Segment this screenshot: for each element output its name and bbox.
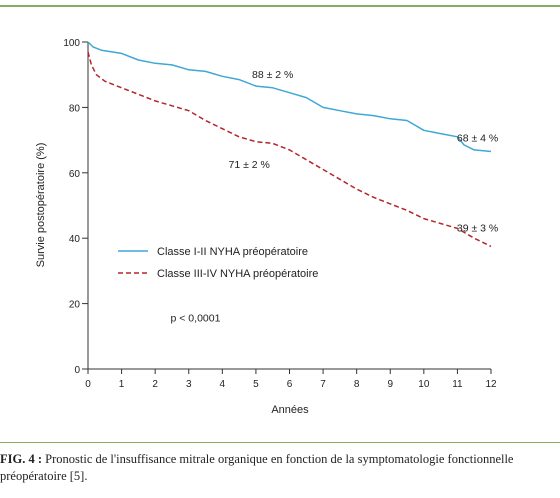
x-tick-label: 7 [320, 379, 326, 390]
caption-line-2: préopératoire [5]. [0, 469, 88, 483]
x-tick-label: 9 [387, 379, 393, 390]
y-tick-label: 40 [69, 234, 81, 245]
y-tick-label: 0 [74, 365, 80, 376]
x-tick-label: 11 [452, 379, 463, 390]
y-tick-label: 20 [69, 300, 81, 311]
legend-label-1: Classe I-II NYHA préopératoire [157, 246, 308, 258]
figure-caption: FIG. 4 : Pronostic de l'insuffisance mit… [0, 451, 560, 485]
x-tick-label: 1 [119, 379, 125, 390]
x-tick-label: 12 [485, 379, 497, 390]
x-tick-label: 3 [186, 379, 192, 390]
series-lines [87, 41, 492, 248]
x-tick-label: 10 [418, 379, 430, 390]
legend-label-2: Classe III-IV NYHA préopératoire [157, 268, 318, 280]
annotation-label: 71 ± 2 % [229, 159, 270, 171]
x-tick-label: 4 [220, 379, 226, 390]
y-tick-label: 80 [69, 103, 81, 114]
caption-line-1: FIG. 4 : Pronostic de l'insuffisance mit… [0, 451, 560, 468]
legend: Classe I-II NYHA préopératoire Classe III… [118, 246, 318, 280]
caption-label: FIG. 4 : [0, 452, 43, 466]
top-rule [0, 5, 560, 7]
series-line-2 [87, 51, 492, 248]
x-tick-label: 0 [85, 379, 91, 390]
x-tick-label: 5 [253, 379, 259, 390]
annotation-label: 39 ± 3 % [457, 223, 498, 235]
y-tick-label: 100 [63, 38, 80, 49]
caption-text: Pronostic de l'insuffisance mitrale orga… [42, 452, 514, 466]
annotation-label: 88 ± 2 % [252, 69, 293, 81]
annotation-label: p < 0,0001 [171, 313, 221, 325]
x-tick-label: 2 [152, 379, 158, 390]
bottom-rule [0, 442, 560, 443]
y-axis-label: Survie postopératoire (%) [35, 143, 47, 268]
x-axis-label: Années [271, 404, 309, 416]
y-tick-label: 60 [69, 169, 81, 180]
axes [87, 42, 491, 370]
series-line-1 [87, 41, 492, 153]
x-tick-label: 6 [287, 379, 293, 390]
annotation-label: 68 ± 4 % [457, 133, 498, 145]
annotations: 88 ± 2 % 71 ± 2 % 68 ± 4 % 39 ± 3 % p < 0,00… [171, 69, 499, 325]
x-tick-label: 8 [354, 379, 360, 390]
